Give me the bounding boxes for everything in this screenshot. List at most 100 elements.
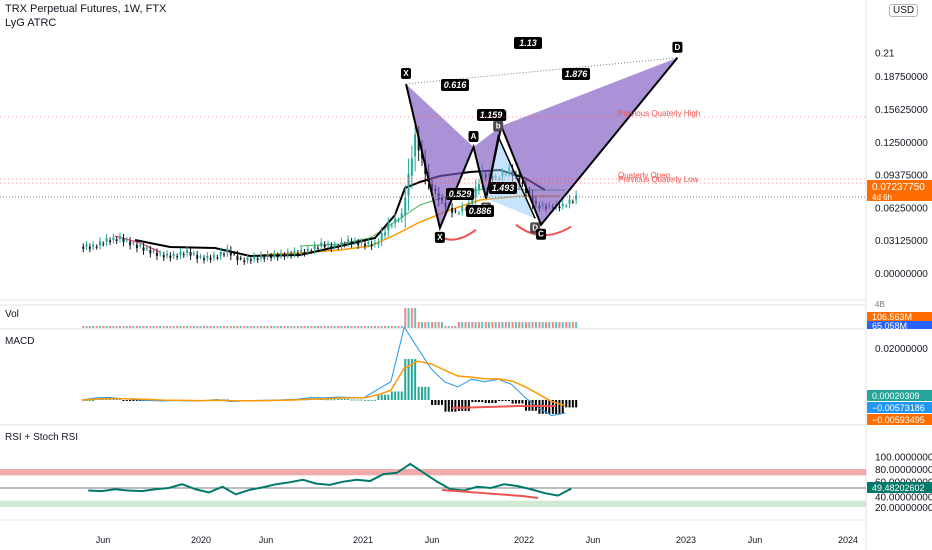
volume-bar — [481, 322, 484, 328]
vol-panel-title[interactable]: Vol — [5, 309, 19, 320]
volume-bar — [300, 326, 303, 328]
macd-histogram-bar — [377, 394, 380, 400]
prev-quarterly-high-label: Previous Quaterly High — [618, 109, 700, 118]
vol-axis-tick: 4B — [875, 300, 885, 309]
pattern-point-X-label: X — [437, 233, 443, 242]
volume-bar — [394, 326, 397, 328]
candle-body — [273, 253, 276, 256]
pattern-fill-xab — [406, 84, 474, 228]
volume-bar — [276, 326, 279, 328]
volume-bar — [139, 326, 142, 328]
rsi-panel-title[interactable]: RSI + Stoch RSI — [5, 432, 79, 443]
volume-bar — [551, 322, 554, 328]
last-price-value: 0.07237750 — [872, 182, 925, 193]
pattern-fill-bcd — [501, 57, 678, 225]
candle-body — [82, 246, 85, 249]
ratio-box — [466, 205, 494, 217]
macd-axis-tick: 0.02000000 — [875, 344, 928, 355]
candle-body — [410, 158, 413, 176]
macd-histogram-bar — [323, 399, 326, 401]
candle-body — [203, 258, 205, 261]
macd-histogram-bar — [394, 391, 397, 400]
candle-body — [102, 243, 105, 245]
volume-bar — [484, 322, 487, 328]
candle-body — [243, 260, 246, 262]
volume-bar — [273, 326, 276, 328]
candle-body — [296, 253, 299, 255]
macd-value1: 0.00020309 — [872, 391, 920, 401]
currency-badge[interactable]: USD — [889, 4, 919, 17]
volume-bar — [367, 326, 370, 328]
macd-histogram-bar — [565, 400, 568, 408]
volume-bar — [253, 326, 256, 328]
volume-bar — [353, 326, 356, 328]
macd-value2: −0.00573186 — [872, 403, 925, 413]
candle-body — [118, 236, 121, 239]
volume-bar — [333, 326, 336, 328]
macd-histogram-bar — [420, 386, 423, 400]
last-price-tag — [867, 180, 932, 201]
indicator-label[interactable]: LyG ATRC — [5, 17, 57, 29]
volume-bar — [504, 322, 507, 328]
symbol-title[interactable]: TRX Perpetual Futures, 1W, FTX — [5, 3, 167, 15]
candle-body — [394, 218, 397, 224]
volume-bar — [149, 326, 152, 328]
macd-histogram-bar — [404, 358, 407, 400]
macd-histogram-bar — [551, 400, 554, 415]
macd-panel-title[interactable]: MACD — [5, 336, 35, 347]
candle-body — [115, 239, 118, 241]
volume-bar — [474, 322, 477, 328]
volume-bar — [538, 322, 541, 328]
volume-bar — [541, 322, 544, 328]
pattern-point-D-label: D — [675, 43, 681, 52]
rsi-axis-tick: 100.00000000 — [875, 452, 932, 463]
candle-body — [236, 255, 239, 261]
volume-bar — [243, 326, 246, 328]
volume-bar — [306, 326, 309, 328]
rsi-line — [88, 462, 572, 497]
candle-body — [407, 173, 410, 196]
candle-body — [149, 249, 152, 254]
volume-bar — [514, 322, 517, 328]
volume-bar — [357, 326, 360, 328]
candle-body — [88, 246, 91, 249]
price-tick-label: 0.21 — [875, 49, 895, 60]
volume-bar — [236, 326, 239, 328]
candle-body — [109, 240, 112, 243]
macd-histogram-bar — [555, 400, 558, 415]
candle-body — [337, 246, 340, 248]
candle-body — [380, 233, 383, 240]
candle-body — [112, 237, 115, 240]
time-axis-label: 2023 — [676, 535, 696, 545]
macd-histogram-bar — [451, 400, 454, 412]
pattern-point-b-label: b — [496, 122, 501, 131]
candle-body — [561, 203, 564, 207]
pattern-point-D-label: D — [532, 223, 538, 232]
candle-body — [571, 201, 574, 203]
candle-body — [223, 254, 226, 256]
volume-bar — [256, 326, 259, 328]
volume-bar — [209, 326, 212, 328]
candle-body — [259, 255, 262, 258]
candle-body — [166, 253, 169, 256]
candle-body — [283, 255, 286, 257]
macd-histogram-bar — [511, 400, 514, 404]
candle-body — [397, 219, 400, 221]
candle-body — [390, 225, 393, 227]
macd-histogram-bar — [88, 400, 91, 401]
macd-value3: −0.00593495 — [872, 415, 925, 425]
volume-bar — [263, 326, 266, 328]
volume-bar — [343, 326, 346, 328]
volume-bar — [565, 322, 568, 328]
pattern-point-b-marker — [493, 120, 504, 132]
pattern-sub-line — [485, 134, 536, 219]
macd-histogram-bar — [437, 400, 440, 405]
macd-histogram-bar — [330, 399, 333, 401]
pattern-point-D-marker — [672, 41, 683, 53]
volume-bar — [283, 326, 286, 328]
volume-bar — [316, 326, 319, 328]
macd-value-tag3 — [867, 414, 932, 425]
pattern-point-X-label: X — [403, 69, 409, 78]
macd-histogram-bar — [109, 398, 112, 400]
